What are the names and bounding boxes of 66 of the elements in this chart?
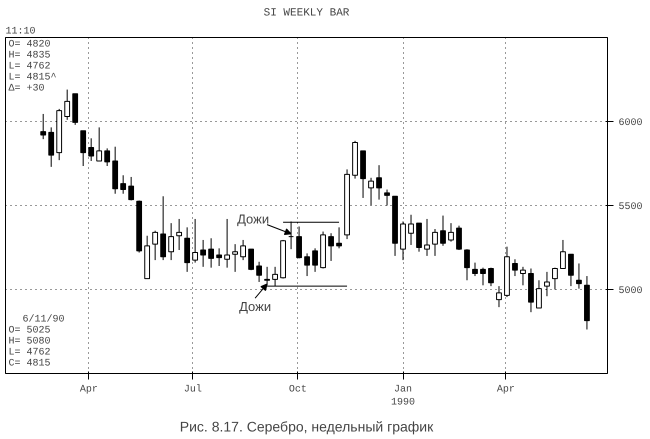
y-tick-label: 5500 (618, 202, 643, 213)
candlestick (176, 218, 182, 251)
candlestick (192, 218, 198, 264)
candlestick (576, 262, 582, 290)
candlestick (200, 239, 206, 268)
x-tick-label: Oct (288, 384, 307, 396)
annotation: O= 5025 (8, 326, 51, 336)
candlestick (432, 228, 438, 256)
candlestick (96, 126, 102, 162)
candlestick (384, 189, 390, 206)
candlestick (488, 267, 494, 287)
text: Рис. 8.17. Серебро, недельный график (180, 418, 434, 434)
candlestick (480, 267, 486, 286)
candlestick (48, 126, 54, 168)
candlestick (472, 262, 478, 277)
chart-title: SI WEEKLY BAR (264, 8, 350, 20)
candlestick (560, 239, 566, 269)
candlestick (424, 218, 430, 256)
candlestick (312, 248, 318, 272)
candlestick (296, 226, 302, 259)
candlestick (248, 248, 254, 271)
annotation: H= 5080 (8, 336, 51, 348)
candlestick (304, 252, 310, 277)
annotation: L= 4762 (8, 62, 51, 72)
y-tick-label: 6000 (618, 118, 643, 129)
annotation: 6/11/90 (22, 314, 65, 326)
candlestick (224, 218, 230, 268)
annotation: Дожи (239, 299, 272, 314)
candlestick (328, 232, 334, 262)
candlestick (368, 177, 374, 206)
x-tick-label: Apr (80, 384, 98, 396)
x-tick-label: Apr (496, 384, 515, 396)
candlestick (80, 130, 86, 167)
annotation: O= 4820 (8, 40, 51, 50)
y-tick-label: 5000 (618, 286, 643, 297)
candlestick (64, 89, 70, 120)
candlestick (408, 214, 414, 246)
annotation: Дожи (237, 212, 270, 227)
candlestick (208, 238, 214, 268)
candlestick (568, 254, 574, 287)
candlestick (256, 261, 262, 282)
candlestick (240, 239, 246, 261)
candlestick (128, 176, 134, 201)
candlestick (168, 222, 174, 261)
candlestick (152, 230, 158, 261)
annotation: H= 4835 (8, 50, 51, 62)
candlestick (464, 248, 470, 281)
x-tick-label: Jan 1990 (391, 384, 416, 409)
x-tick-label: Jul (184, 384, 202, 396)
candlestick (336, 226, 342, 249)
annotation: 11:10 (6, 26, 36, 38)
annotation: L= 4762 (8, 348, 51, 358)
candlestick (376, 164, 382, 200)
candlestick (520, 266, 526, 286)
candlestick (160, 196, 166, 261)
annotation: Δ= +30 (8, 84, 45, 94)
candlestick (448, 222, 454, 242)
annotation: C= 4815 (8, 358, 51, 370)
candlestick (232, 244, 238, 272)
candlestick (456, 225, 462, 251)
candlestick (104, 148, 110, 167)
annotation: L= 4815^ (8, 72, 57, 84)
candlestick (512, 258, 518, 277)
candlestick (216, 248, 222, 266)
candlestick (440, 215, 446, 246)
candlestick (120, 174, 126, 194)
